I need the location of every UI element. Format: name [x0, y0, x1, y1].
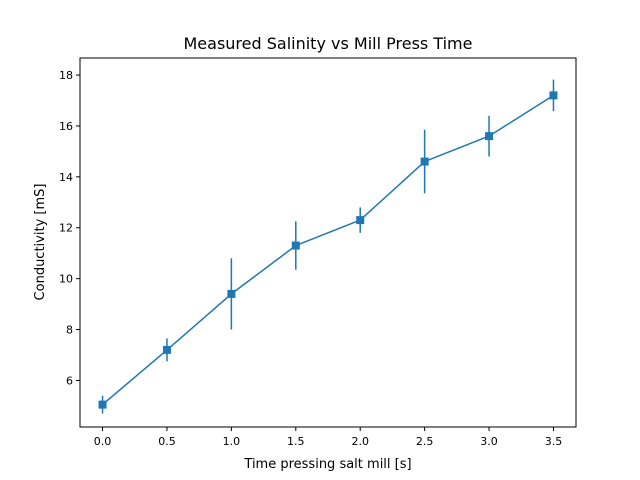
plot-frame [79, 57, 577, 428]
x-axis-label: Time pressing salt mill [s] [243, 457, 411, 472]
y-tick-label: 6 [66, 374, 73, 387]
y-tick-label: 14 [59, 171, 73, 184]
data-point-marker [162, 345, 171, 354]
plot-layer: 0.0 0.5 1.0 1.5 2.0 2.5 3.0 3.5 6 8 10 12 14 16 18 [59, 69, 562, 448]
y-tick-label: 16 [59, 120, 73, 133]
series-line [102, 94, 554, 406]
x-tick-label: 1.0 [223, 435, 241, 448]
data-point-marker [485, 132, 494, 141]
y-tick-label: 12 [59, 222, 73, 235]
y-tick-label: 10 [59, 273, 73, 286]
x-tick-label: 2.0 [351, 435, 369, 448]
data-point-marker [291, 241, 300, 250]
y-tick-label: 18 [59, 69, 73, 82]
chart-title: Measured Salinity vs Mill Press Time [184, 34, 473, 53]
x-tick-label: 1.5 [287, 435, 305, 448]
x-tick-label: 0.5 [158, 435, 176, 448]
data-point-marker [98, 400, 107, 409]
y-axis-label: Conductivity [mS] [33, 184, 48, 301]
data-point-marker [356, 216, 365, 225]
x-tick-label: 3.0 [480, 435, 498, 448]
data-point-marker [549, 91, 558, 100]
x-tick-label: 2.5 [416, 435, 434, 448]
data-point-marker [227, 289, 236, 298]
data-point-marker [420, 157, 429, 166]
x-tick-label: 0.0 [94, 435, 112, 448]
y-tick-label: 8 [66, 324, 73, 337]
x-tick-label: 3.5 [545, 435, 563, 448]
